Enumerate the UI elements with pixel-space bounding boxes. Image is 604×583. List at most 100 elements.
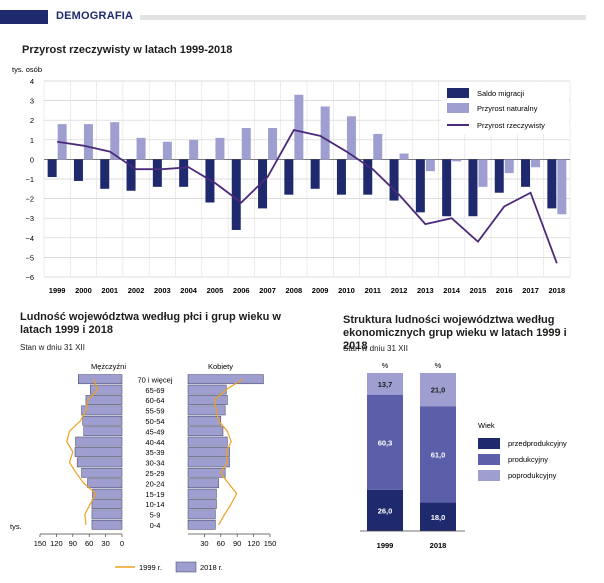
chart2-age-label: 0-4 — [150, 521, 161, 530]
chart1-ytick: 3 — [30, 97, 34, 106]
chart1-bar-naturalny — [425, 159, 435, 172]
chart1-xtick: 2012 — [391, 286, 408, 295]
chart1-bar-naturalny — [373, 133, 383, 160]
chart1-bar-naturalny — [557, 159, 567, 215]
chart1-xtick: 2008 — [286, 286, 303, 295]
chart2-age-label: 55-59 — [145, 407, 164, 416]
chart2-title: Ludność województwa według płci i grup w… — [20, 311, 281, 336]
chart1-bar-migracja — [415, 159, 425, 213]
chart3-title: Struktura ludności województwa według ek… — [343, 314, 567, 352]
chart2-bar-men — [78, 374, 123, 385]
chart1-xtick: 2016 — [496, 286, 513, 295]
chart3-legend-swatch — [478, 470, 500, 481]
chart2-xtick: 30 — [200, 539, 208, 548]
chart2-bar-women — [187, 488, 217, 499]
chart2-bar-women — [187, 478, 219, 489]
chart1-bar-naturalny — [399, 153, 409, 160]
chart2-bar-men — [91, 519, 123, 530]
chart3-segment-produkcyjny — [420, 406, 456, 503]
chart2-legend-1999: 1999 r. — [139, 563, 162, 572]
chart1-xtick: 2014 — [443, 286, 461, 295]
chart2-bar-women — [187, 426, 224, 437]
chart1-bar-naturalny — [320, 106, 330, 160]
chart2-bar-men — [82, 415, 123, 426]
chart1-title: Przyrost rzeczywisty w latach 1999-2018 — [22, 44, 233, 56]
chart1-xtick: 2010 — [338, 286, 355, 295]
chart2-xtick: 90 — [233, 539, 241, 548]
chart2-right-label: Kobiety — [208, 362, 233, 371]
chart1-bar-migracja — [468, 159, 478, 217]
chart2-age-label: 15-19 — [145, 490, 164, 499]
chart2-legend-2018: 2018 r. — [200, 563, 223, 572]
chart2-bar-women — [187, 447, 230, 457]
chart1-xtick: 2001 — [101, 286, 118, 295]
chart1-ytick: −1 — [25, 175, 34, 184]
chart1-bar-naturalny — [189, 139, 199, 160]
chart2-bar-men — [74, 447, 123, 457]
chart1-bar-naturalny — [215, 137, 225, 160]
chart1-bar-migracja — [100, 159, 110, 189]
chart1-xtick: 2004 — [180, 286, 198, 295]
chart2-age-label: 65-69 — [145, 386, 164, 395]
chart1-legend-rzeczywisty: Przyrost rzeczywisty — [477, 121, 545, 130]
chart2-age-label: 50-54 — [145, 417, 164, 426]
chart1-ytick: 4 — [30, 77, 34, 86]
chart2-bar-women — [187, 395, 228, 405]
chart1-bar-migracja — [126, 159, 136, 191]
chart3-legend-label: produkcyjny — [508, 455, 548, 464]
chart1-xtick: 2009 — [312, 286, 329, 295]
chart3-legend-swatch — [478, 438, 500, 449]
chart2-bar-women — [187, 374, 264, 385]
chart1-ylabel: tys. osób — [12, 65, 42, 74]
chart1-bar-migracja — [494, 159, 504, 193]
chart2-age-label: 30-34 — [145, 459, 164, 468]
chart1-bar-naturalny — [110, 122, 120, 160]
chart1-bar-naturalny — [268, 128, 278, 160]
chart2-bar-women — [187, 436, 228, 447]
chart2-age-label: 45-49 — [145, 427, 164, 436]
chart2-age-label: 40-44 — [145, 438, 164, 447]
chart3-value-label: 18,0 — [431, 513, 446, 522]
chart2-xtick: 0 — [120, 539, 124, 548]
section-marker — [0, 10, 48, 24]
chart1-xtick: 2005 — [207, 286, 224, 295]
chart1-legend-swatch-naturalny — [447, 103, 469, 113]
chart1-growth: tys. osób 4 3 2 1 0 −1 −2 −3 −4 −5 −6 1999 2000 2001 20… — [12, 65, 571, 295]
chart1-bar-migracja — [389, 159, 399, 201]
chart2-xtick: 90 — [69, 539, 77, 548]
chart1-ytick: −2 — [25, 195, 34, 204]
chart1-bar-migracja — [310, 159, 320, 189]
chart2-xtick: 60 — [85, 539, 93, 548]
chart1-bar-migracja — [73, 159, 83, 181]
chart2-bar-men — [85, 395, 123, 405]
chart1-xtick: 2000 — [75, 286, 92, 295]
chart1-ytick: −6 — [25, 273, 34, 282]
chart2-line-women-1999 — [213, 378, 243, 526]
chart2-bar-men — [81, 405, 123, 416]
chart2-bar-men — [76, 457, 123, 468]
chart1-bar-naturalny — [452, 159, 462, 162]
chart2-age-label: 25-29 — [145, 469, 164, 478]
chart1-bar-naturalny — [162, 141, 172, 160]
chart3-segment-produkcyjny — [367, 394, 403, 490]
chart2-bar-women — [187, 509, 216, 520]
chart3-subtitle: Stan w dniu 31 XII — [343, 344, 408, 353]
chart1-bar-naturalny — [136, 137, 146, 160]
chart1-xtick: 1999 — [49, 286, 66, 295]
chart1-legend-naturalny: Przyrost naturalny — [477, 104, 538, 113]
chart1-ytick: 1 — [30, 136, 34, 145]
chart1-bar-naturalny — [478, 159, 488, 187]
chart1-bar-migracja — [47, 159, 57, 178]
chart2-bar-women — [187, 457, 230, 468]
chart1-legend-migracja: Saldo migracji — [477, 89, 524, 98]
section-rule — [140, 15, 586, 20]
chart2-bar-men — [90, 384, 123, 395]
chart1-bar-migracja — [258, 159, 268, 209]
chart1-ytick: −4 — [25, 234, 34, 243]
chart2-line-men-1999 — [66, 378, 99, 525]
chart1-bar-naturalny — [83, 124, 93, 160]
chart2-legend-swatch-2018 — [175, 561, 197, 573]
chart2-xtick: 150 — [264, 539, 277, 548]
